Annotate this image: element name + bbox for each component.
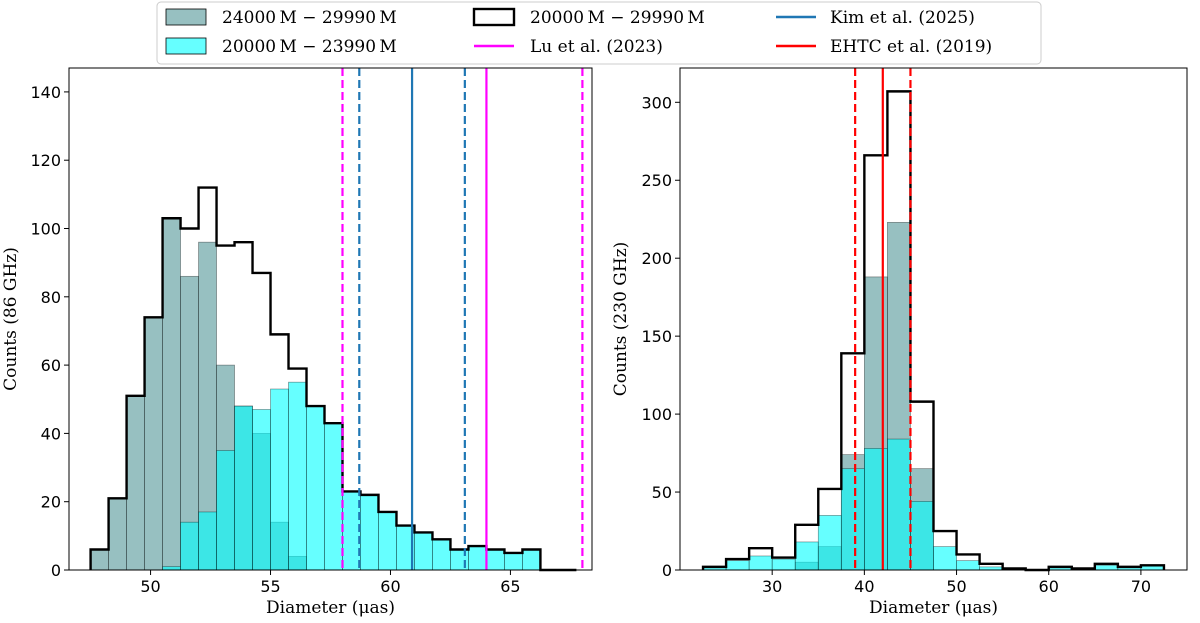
bar-young-4 <box>794 541 819 571</box>
y-tick-label-5: 100 <box>30 220 61 239</box>
bar-young-22 <box>486 549 505 571</box>
legend-label-ehtc: EHTC et al. (2019) <box>830 37 992 57</box>
y-tick-label-4: 80 <box>41 288 61 307</box>
x-tick-label-3: 60 <box>1039 577 1059 596</box>
bar-young-12 <box>306 405 325 571</box>
x-tick-label-0: 50 <box>140 577 160 596</box>
legend-label-old: 24000 M − 29990 M <box>222 8 397 28</box>
bar-young-3 <box>771 558 796 571</box>
bar-young-2 <box>748 555 773 571</box>
y-tick-label-4: 200 <box>641 249 672 268</box>
x-tick-label-3: 65 <box>500 577 520 596</box>
bar-old-0 <box>90 549 109 571</box>
axes-frame <box>68 67 593 571</box>
legend-swatch-young <box>165 37 207 55</box>
y-tick-label-5: 250 <box>641 171 672 190</box>
y-tick-label-1: 50 <box>652 483 672 502</box>
legend-frame <box>156 1 1042 65</box>
bar-young-8 <box>234 405 253 571</box>
y-tick-label-0: 0 <box>662 561 672 580</box>
histogram-86ghz: 50 55 60 65 0 20 40 60 80 100 120 140 Diameter (μas)… <box>1 67 593 618</box>
bar-young-7 <box>864 448 888 571</box>
x-tick-label-1: 55 <box>260 577 280 596</box>
legend-swatch-old <box>165 8 207 26</box>
bar-young-9 <box>910 501 934 571</box>
histogram-230ghz: 30 40 50 60 70 0 50 100 150 200 250 300 Diameter (μa… <box>611 67 1188 618</box>
bar-young-5 <box>817 515 842 571</box>
bar-young-24 <box>522 549 541 571</box>
bar-young-7 <box>216 450 235 571</box>
x-tick-label-0: 30 <box>762 577 782 596</box>
y-tick-label-6: 300 <box>641 93 672 112</box>
bar-young-17 <box>1094 564 1119 571</box>
y-tick-label-2: 100 <box>641 405 672 424</box>
bar-young-21 <box>468 545 487 571</box>
bar-old-2 <box>126 395 145 571</box>
axes-frame <box>679 67 1188 571</box>
bar-young-6 <box>198 511 217 571</box>
x-axis-label: Diameter (μas) <box>869 598 998 618</box>
legend-swatch-all <box>472 7 516 27</box>
y-tick-label-6: 120 <box>30 151 61 170</box>
y-tick-label-3: 60 <box>41 356 61 375</box>
bar-old-3 <box>144 316 163 571</box>
bar-young-16 <box>378 511 397 571</box>
x-axis-label: Diameter (μas) <box>266 598 395 618</box>
x-tick-label-2: 50 <box>946 577 966 596</box>
legend-label-all: 20000 M − 29990 M <box>530 8 705 28</box>
bar-young-8 <box>887 438 911 571</box>
legend-label-young: 20000 M − 23990 M <box>222 37 397 57</box>
y-tick-label-1: 20 <box>41 493 61 512</box>
bar-young-9 <box>252 409 271 571</box>
y-tick-label-3: 150 <box>641 327 672 346</box>
y-axis-label: Counts (86 GHz) <box>1 247 21 391</box>
bar-young-13 <box>324 422 343 571</box>
bar-old-1 <box>108 497 127 571</box>
x-tick-label-1: 40 <box>854 577 874 596</box>
y-tick-label-0: 0 <box>51 561 61 580</box>
bar-young-10 <box>933 546 957 571</box>
bar-young-15 <box>360 494 379 571</box>
bar-old-4 <box>162 217 181 571</box>
y-axis-label: Counts (230 GHz) <box>611 242 631 397</box>
x-tick-label-4: 70 <box>1131 577 1151 596</box>
y-tick-label-7: 140 <box>30 83 61 102</box>
x-tick-label-2: 60 <box>380 577 400 596</box>
bar-young-4 <box>162 566 181 571</box>
bar-young-11 <box>956 560 980 571</box>
bar-young-10 <box>270 388 289 571</box>
bar-young-5 <box>180 521 199 571</box>
bar-young-19 <box>432 538 451 571</box>
step-outline-all <box>701 90 1166 572</box>
legend: 24000 M − 29990 M 20000 M − 23990 M 2000… <box>156 1 1042 65</box>
bar-young-23 <box>504 552 523 571</box>
y-tick-label-2: 40 <box>41 424 61 443</box>
bar-young-11 <box>288 381 307 571</box>
bar-young-18 <box>414 532 433 571</box>
bar-young-6 <box>840 468 865 571</box>
legend-label-kim: Kim et al. (2025) <box>830 8 975 28</box>
bar-young-14 <box>342 491 361 571</box>
bar-young-1 <box>725 560 750 571</box>
legend-label-lu: Lu et al. (2023) <box>530 37 663 57</box>
